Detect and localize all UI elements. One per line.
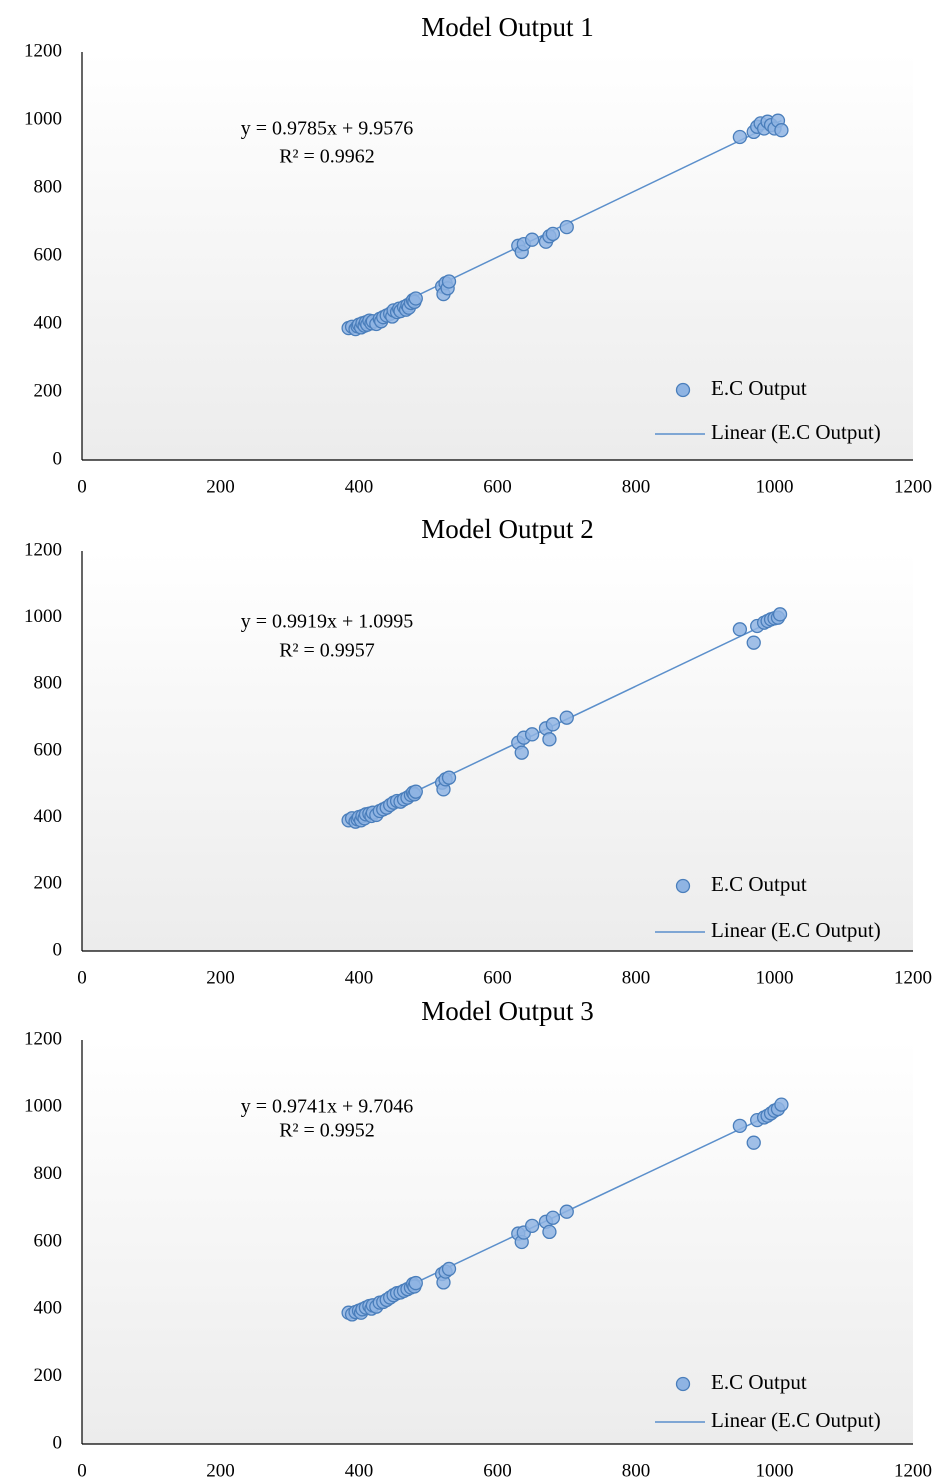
trendline-equation: y = 0.9919x + 1.0995 xyxy=(241,611,414,633)
data-point xyxy=(524,727,540,742)
x-tick-label: 1200 xyxy=(894,476,932,497)
y-tick-label: 600 xyxy=(34,244,63,265)
data-point xyxy=(408,291,423,306)
data-point xyxy=(732,622,748,637)
y-tick-label: 0 xyxy=(53,1432,63,1453)
y-tick-label: 200 xyxy=(34,380,63,401)
data-point xyxy=(559,710,574,725)
x-tick-label: 800 xyxy=(622,476,651,497)
chart-panel-1: Model Output 1 0 200 400 600 800 1000 1200 0 200 4… xyxy=(24,12,932,497)
chart-title: Model Output 1 xyxy=(421,12,594,42)
legend-marker-scatter xyxy=(675,878,691,894)
chart-title: Model Output 2 xyxy=(421,514,594,544)
y-tick-label: 1200 xyxy=(24,1028,62,1049)
data-point xyxy=(542,1224,557,1240)
legend: E.C Output Linear (E.C Output) xyxy=(655,376,881,444)
legend-label-trendline: Linear (E.C Output) xyxy=(711,1408,881,1432)
legend-marker-scatter xyxy=(675,382,691,398)
y-tick-label: 1200 xyxy=(24,539,62,560)
data-point xyxy=(545,1210,561,1225)
x-tick-label: 1200 xyxy=(894,967,932,988)
data-point xyxy=(441,770,457,785)
chart-panel-2: Model Output 2 0 200 400 600 800 1000 1200 0 200 4… xyxy=(24,514,932,988)
trendline-equation: y = 0.9741x + 9.7046 xyxy=(241,1096,414,1118)
legend: E.C Output Linear (E.C Output) xyxy=(655,1370,881,1432)
trendline-r2: R² = 0.9952 xyxy=(279,1120,375,1142)
y-tick-label: 800 xyxy=(34,176,63,197)
y-tick-label: 800 xyxy=(34,1163,63,1184)
x-tick-label: 400 xyxy=(345,1460,374,1479)
x-tick-label: 800 xyxy=(622,1460,651,1479)
data-point xyxy=(774,123,789,138)
y-tick-label: 1000 xyxy=(24,108,62,129)
x-tick-label: 400 xyxy=(345,476,374,497)
data-point xyxy=(441,274,457,289)
data-point xyxy=(772,607,788,622)
data-point xyxy=(524,232,540,247)
data-point xyxy=(524,1218,540,1233)
y-tick-label: 400 xyxy=(34,312,63,333)
trendline-r2: R² = 0.9962 xyxy=(279,146,375,168)
y-tick-label: 1000 xyxy=(24,606,62,627)
x-tick-label: 0 xyxy=(77,1460,87,1479)
x-tick-label: 200 xyxy=(206,476,235,497)
y-tick-label: 0 xyxy=(53,939,63,960)
legend-marker-scatter xyxy=(675,1376,691,1392)
data-point xyxy=(559,219,574,235)
x-tick-label: 0 xyxy=(77,967,87,988)
y-tick-label: 200 xyxy=(34,1365,63,1386)
y-tick-label: 600 xyxy=(34,739,63,760)
chart-title: Model Output 3 xyxy=(421,996,594,1026)
data-point xyxy=(559,1204,574,1219)
x-tick-label: 400 xyxy=(345,967,374,988)
y-tick-label: 0 xyxy=(53,448,63,469)
x-tick-label: 0 xyxy=(77,476,87,497)
x-tick-label: 1000 xyxy=(756,476,794,497)
y-tick-label: 800 xyxy=(34,673,63,694)
y-tick-label: 400 xyxy=(34,806,63,827)
y-tick-label: 600 xyxy=(34,1230,63,1251)
data-point xyxy=(408,1275,423,1291)
x-tick-label: 200 xyxy=(206,967,235,988)
chart-panel-3: Model Output 3 0 200 400 600 800 1000 1200 0 200 4… xyxy=(24,996,932,1479)
data-point xyxy=(542,732,557,747)
x-tick-label: 600 xyxy=(483,1460,512,1479)
legend-label-scatter: E.C Output xyxy=(711,376,807,400)
legend-label-scatter: E.C Output xyxy=(711,872,807,896)
x-tick-label: 600 xyxy=(483,967,512,988)
x-tick-label: 600 xyxy=(483,476,512,497)
trendline-equation: y = 0.9785x + 9.9576 xyxy=(241,118,414,140)
data-point xyxy=(746,635,761,650)
y-tick-label: 400 xyxy=(34,1298,63,1319)
data-point xyxy=(441,1261,457,1277)
y-tick-label: 1000 xyxy=(24,1096,62,1117)
y-tick-label: 200 xyxy=(34,873,63,894)
x-tick-label: 1000 xyxy=(756,967,794,988)
data-point xyxy=(746,1135,761,1150)
data-point xyxy=(732,129,748,145)
data-point xyxy=(408,784,423,799)
data-point xyxy=(514,745,529,760)
legend: E.C Output Linear (E.C Output) xyxy=(655,872,881,942)
data-point xyxy=(774,1097,789,1112)
data-point xyxy=(545,717,561,732)
x-tick-label: 1200 xyxy=(894,1460,932,1479)
legend-label-trendline: Linear (E.C Output) xyxy=(711,420,881,444)
y-tick-label: 1200 xyxy=(24,40,62,61)
x-tick-label: 200 xyxy=(206,1460,235,1479)
x-tick-label: 800 xyxy=(622,967,651,988)
legend-label-scatter: E.C Output xyxy=(711,1370,807,1394)
x-tick-label: 1000 xyxy=(756,1460,794,1479)
data-point xyxy=(732,1118,748,1133)
data-point xyxy=(545,226,561,242)
trendline-r2: R² = 0.9957 xyxy=(279,640,375,662)
legend-label-trendline: Linear (E.C Output) xyxy=(711,918,881,942)
